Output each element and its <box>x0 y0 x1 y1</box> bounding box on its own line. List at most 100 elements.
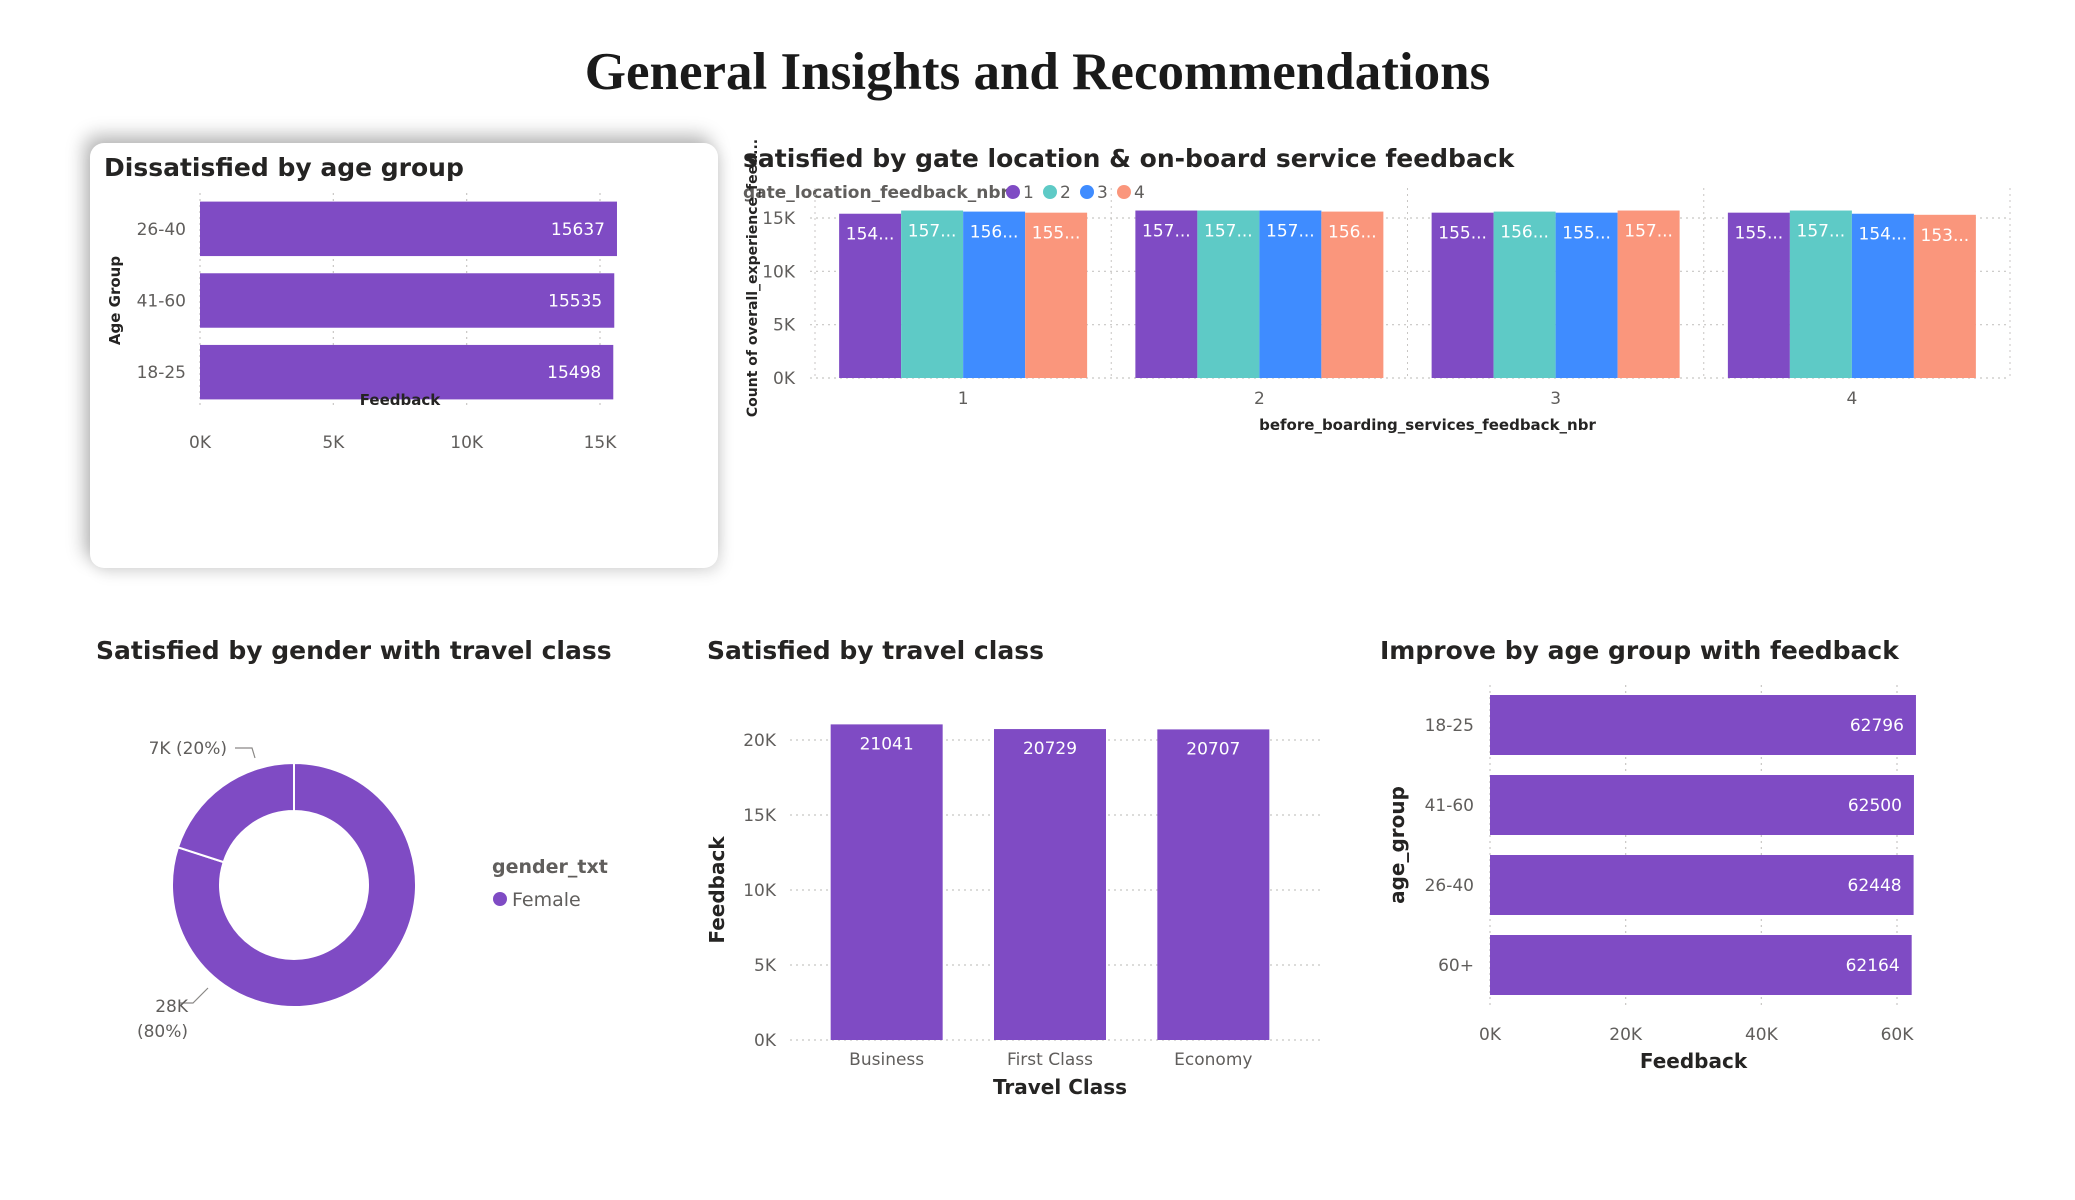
bar <box>994 729 1106 1040</box>
y-tick-label: 18-25 <box>137 363 186 383</box>
page-title: General Insights and Recommendations <box>584 43 1491 101</box>
y-tick-label: 60+ <box>1438 956 1474 976</box>
legend-label: 4 <box>1134 183 1145 203</box>
legend-label: 1 <box>1023 183 1034 203</box>
data-label: 62164 <box>1846 956 1900 976</box>
data-label: 154... <box>846 225 895 245</box>
bar <box>1617 210 1680 378</box>
dissatisfied-age-card[interactable]: Dissatisfied by age group 0K 5K 10K 15K 26-4… <box>90 143 718 568</box>
data-label: 157... <box>1797 222 1846 242</box>
bar <box>1259 210 1322 378</box>
slice-pct-label: (80%) <box>137 1022 188 1042</box>
improve-age-card[interactable]: Improve by age group with feedback 0K 20K… <box>1370 630 1970 1110</box>
data-label: 62500 <box>1848 796 1902 816</box>
data-label: 156... <box>970 223 1019 243</box>
bar <box>1490 935 1912 995</box>
legend-marker <box>1043 185 1057 199</box>
x-tick-label: 3 <box>1550 389 1561 409</box>
data-label: 157... <box>1624 222 1673 242</box>
bar <box>1913 214 1976 378</box>
y-axis-label: Count of overall_experience_feed... <box>745 139 761 417</box>
bar <box>200 273 615 328</box>
data-label: 157... <box>1142 222 1191 242</box>
bar <box>1493 211 1556 378</box>
legend-marker <box>493 892 507 906</box>
chart-title: satisfied by gate location & on-board se… <box>743 144 1515 173</box>
data-label: 62796 <box>1850 716 1904 736</box>
satisfied-gender-card[interactable]: Satisfied by gender with travel class 28… <box>80 630 670 1070</box>
x-axis-label: Travel Class <box>993 1075 1127 1099</box>
data-label: 62448 <box>1848 876 1902 896</box>
bar <box>1851 213 1914 378</box>
slice-label: 7K (20%) <box>149 739 227 759</box>
data-label: 157... <box>1204 222 1253 242</box>
y-tick-label: 26-40 <box>137 220 186 240</box>
y-tick-label: 26-40 <box>1425 876 1474 896</box>
satisfied-travel-class-card[interactable]: Satisfied by travel class 0K 5K 10K 15K 20K 2… <box>695 630 1335 1110</box>
data-label: 15498 <box>547 363 601 383</box>
legend-marker <box>1117 185 1131 199</box>
x-axis-label: Feedback <box>360 391 441 409</box>
bar <box>1555 212 1618 378</box>
x-tick-label: Business <box>849 1050 924 1070</box>
y-tick-label: 0K <box>754 1031 777 1051</box>
data-label: 15637 <box>551 220 605 240</box>
satisfied-gate-card[interactable]: satisfied by gate location & on-board se… <box>735 139 2025 570</box>
legend-title: gate_location_feedback_nbr <box>743 183 1010 203</box>
data-label: 20707 <box>1186 739 1240 759</box>
satisfied-travel-class-chart: 0K 5K 10K 15K 20K 21041 Business 20729 First Cla… <box>705 724 1320 1099</box>
satisfied-gate-chart: gate_location_feedback_nbr 1 2 3 4 0K 5K 10K 15K… <box>743 139 2011 434</box>
x-tick-label: 15K <box>584 433 618 453</box>
y-tick-label: 5K <box>773 316 796 336</box>
data-label: 157... <box>908 222 957 242</box>
legend-marker <box>1080 185 1094 199</box>
data-label: 155... <box>1032 224 1081 244</box>
data-label: 154... <box>1859 225 1908 245</box>
y-tick-label: 41-60 <box>1425 796 1474 816</box>
bar <box>1490 775 1914 835</box>
bar <box>1490 855 1914 915</box>
bar <box>1025 212 1088 378</box>
bar <box>1321 211 1384 378</box>
y-axis-label: Feedback <box>705 836 729 944</box>
improve-age-chart: 0K 20K 40K 60K 18-25 62796 41-60 62500 26-40 6244… <box>1385 685 1916 1073</box>
y-tick-label: 0K <box>773 369 796 389</box>
bar <box>1789 210 1852 378</box>
x-tick-label: First Class <box>1007 1050 1093 1070</box>
satisfied-gender-chart: 28K (80%) 7K (20%) gender_txt Female <box>137 739 608 1042</box>
legend-marker <box>1006 185 1020 199</box>
y-tick-label: 18-25 <box>1425 716 1474 736</box>
dissatisfied-age-chart: 0K 5K 10K 15K 26-40 15637 41-60 15535 18-25 15498… <box>106 193 618 453</box>
y-tick-label: 15K <box>743 806 777 826</box>
data-label: 156... <box>1328 223 1377 243</box>
slice-label: 28K <box>155 997 189 1017</box>
data-label: 157... <box>1266 222 1315 242</box>
x-tick-label: 40K <box>1745 1025 1779 1045</box>
donut-slice <box>171 761 417 1008</box>
bar <box>200 201 617 257</box>
legend-title: gender_txt <box>492 856 608 878</box>
y-tick-label: 41-60 <box>137 291 186 311</box>
x-tick-label: 4 <box>1846 389 1857 409</box>
x-axis-label: before_boarding_services_feedback_nbr <box>1259 416 1596 434</box>
x-tick-label: 20K <box>1609 1025 1643 1045</box>
data-label: 155... <box>1438 224 1487 244</box>
bar <box>901 210 964 378</box>
x-tick-label: 10K <box>450 433 484 453</box>
bar <box>1490 695 1916 755</box>
leader-line <box>180 987 209 1004</box>
leader-line <box>235 747 256 759</box>
bar <box>963 211 1026 378</box>
chart-title: Satisfied by gender with travel class <box>96 636 612 665</box>
x-tick-label: 0K <box>189 433 212 453</box>
y-tick-label: 20K <box>743 731 777 751</box>
bar <box>830 724 943 1040</box>
donut-slice <box>176 761 295 864</box>
y-axis-label: age_group <box>1385 786 1409 904</box>
legend-label: 2 <box>1060 183 1071 203</box>
legend-label: Female <box>512 889 581 911</box>
y-tick-label: 15K <box>762 209 796 229</box>
x-tick-label: 60K <box>1881 1025 1915 1045</box>
x-tick-label: 1 <box>958 389 969 409</box>
y-axis-label: Age Group <box>106 256 124 345</box>
